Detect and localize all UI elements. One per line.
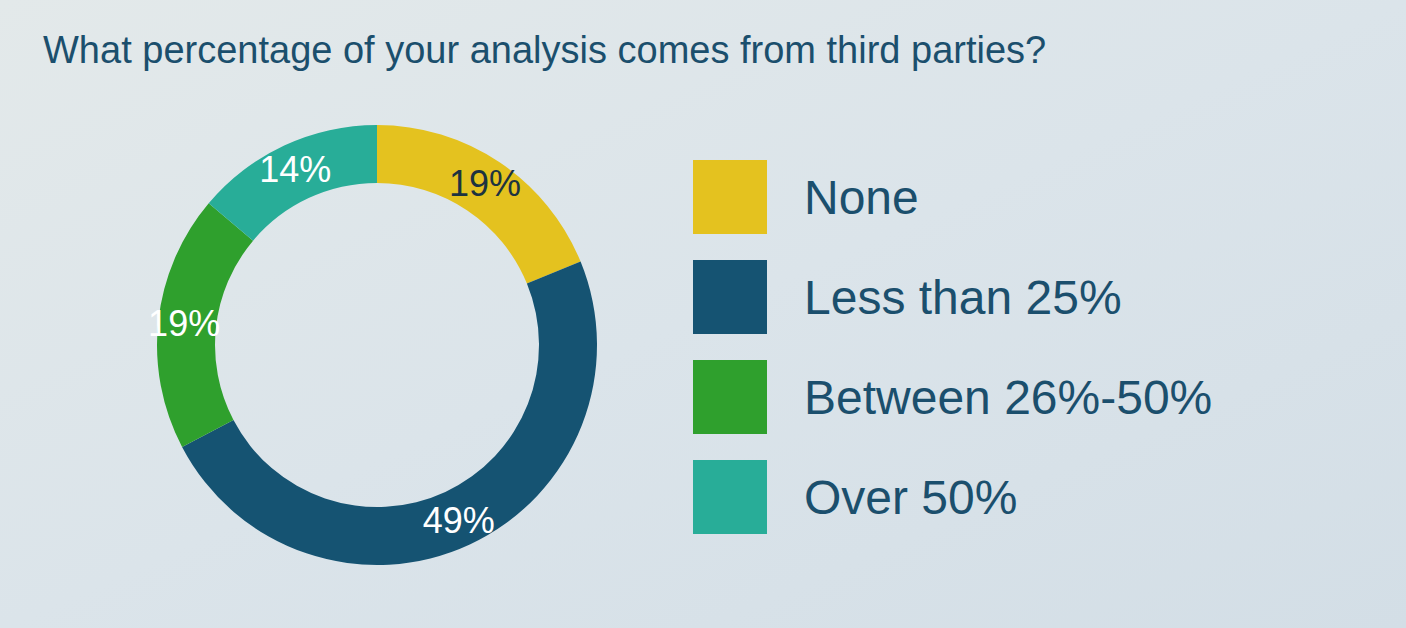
svg-text:19%: 19%: [148, 303, 220, 344]
svg-text:14%: 14%: [259, 149, 331, 190]
svg-text:49%: 49%: [423, 500, 495, 541]
svg-text:Between 26%-50%: Between 26%-50%: [804, 371, 1212, 424]
svg-text:Over 50%: Over 50%: [804, 471, 1017, 524]
svg-text:What percentage of your analys: What percentage of your analysis comes f…: [43, 29, 1046, 71]
svg-text:Less than 25%: Less than 25%: [804, 271, 1122, 324]
svg-text:None: None: [804, 171, 919, 224]
svg-text:19%: 19%: [449, 163, 521, 204]
